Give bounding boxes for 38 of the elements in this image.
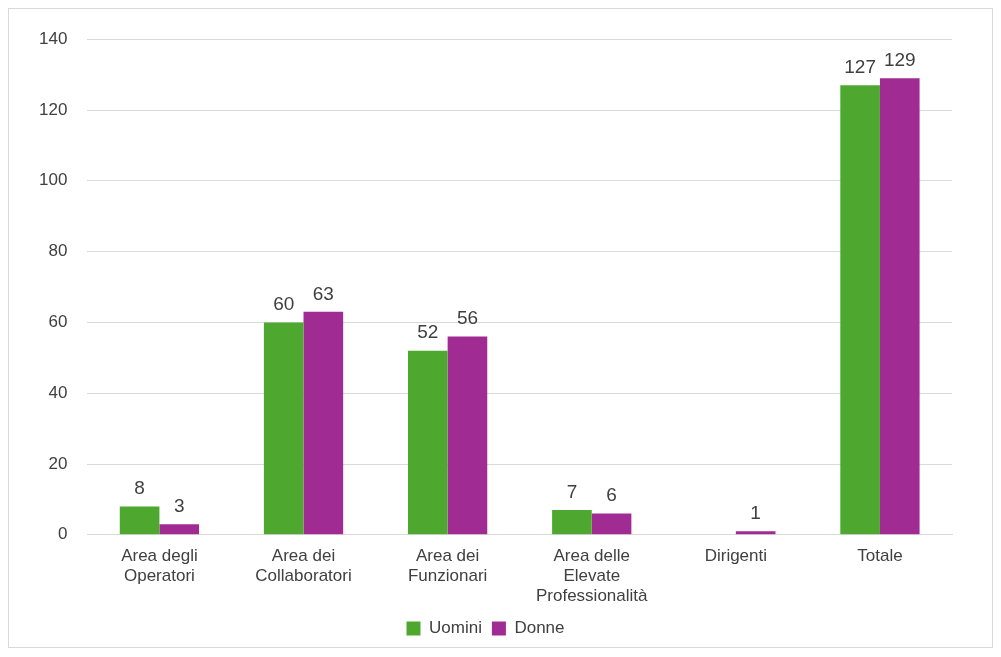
x-tick-label: Area delle Elevate Professionalità <box>535 545 649 606</box>
bar <box>447 336 488 535</box>
y-tick-label: 140 <box>38 28 68 48</box>
bar <box>159 524 200 535</box>
data-label: 3 <box>173 494 185 516</box>
bar <box>840 85 880 535</box>
data-label: 1 <box>750 501 761 523</box>
y-tick-label: 0 <box>57 524 68 544</box>
y-tick-label: 60 <box>48 312 68 332</box>
x-tick-label: Area dei Collaboratori <box>255 545 352 586</box>
data-label: 8 <box>134 477 145 499</box>
bar <box>591 513 632 535</box>
legend-label: Donne <box>514 618 565 638</box>
x-tick-label: Dirigenti <box>704 545 768 565</box>
y-tick-label: 40 <box>48 382 68 402</box>
data-label: 60 <box>273 293 295 315</box>
x-tick-label: Area degli Operatori <box>121 545 198 586</box>
data-label: 7 <box>566 480 578 502</box>
y-tick-label: 120 <box>38 99 68 119</box>
data-label: 52 <box>417 321 439 343</box>
data-label: 63 <box>312 282 334 304</box>
bar <box>408 350 448 535</box>
bar <box>303 311 344 535</box>
data-label: 129 <box>883 48 916 70</box>
bar <box>119 506 160 535</box>
y-tick-label: 20 <box>48 453 68 473</box>
y-tick-label: 100 <box>38 170 68 190</box>
y-tick-label: 80 <box>48 241 68 261</box>
bar <box>879 78 920 535</box>
x-tick-label: Area dei Funzionari <box>407 545 488 586</box>
x-tick-label: Totale <box>857 545 903 565</box>
bar <box>552 510 592 535</box>
data-label: 127 <box>844 55 876 77</box>
data-label: 56 <box>456 307 479 329</box>
bar <box>735 531 776 535</box>
bar <box>263 322 304 535</box>
data-label: 6 <box>606 484 617 506</box>
legend-label: Uomini <box>429 618 482 638</box>
